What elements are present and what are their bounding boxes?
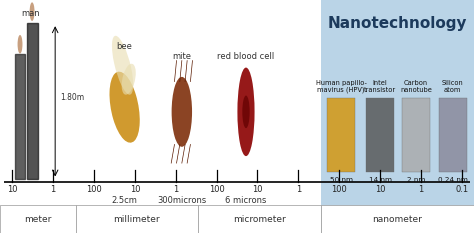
Text: Carbon
nanotube: Carbon nanotube — [400, 80, 432, 93]
Text: Intel
transistor: Intel transistor — [364, 80, 396, 93]
Bar — [198, 205, 321, 233]
Text: 14 nm: 14 nm — [368, 177, 392, 183]
Text: 0.24 nm: 0.24 nm — [438, 177, 468, 183]
Bar — [321, 0, 474, 233]
Text: bee: bee — [117, 42, 133, 51]
Bar — [0, 205, 75, 233]
Text: micrometer: micrometer — [233, 215, 286, 223]
Text: red blood cell: red blood cell — [218, 51, 274, 61]
Text: 50 nm: 50 nm — [330, 177, 353, 183]
Text: 2 nm: 2 nm — [407, 177, 425, 183]
Text: 1: 1 — [51, 185, 56, 194]
Text: 10: 10 — [375, 185, 385, 194]
Polygon shape — [27, 23, 37, 179]
Bar — [75, 205, 198, 233]
Ellipse shape — [242, 96, 250, 128]
Bar — [321, 205, 474, 233]
Ellipse shape — [122, 64, 136, 95]
Text: 1.80m: 1.80m — [60, 93, 84, 102]
Ellipse shape — [29, 2, 35, 21]
Text: Silicon
atom: Silicon atom — [442, 80, 464, 93]
Text: 0.1: 0.1 — [455, 185, 468, 194]
Bar — [328, 98, 355, 172]
Text: 1: 1 — [296, 185, 301, 194]
Text: mite: mite — [173, 51, 191, 61]
Text: nanometer: nanometer — [373, 215, 422, 223]
Text: 10: 10 — [252, 185, 263, 194]
Bar — [366, 98, 394, 172]
Text: 100: 100 — [86, 185, 102, 194]
Text: meter: meter — [24, 215, 52, 223]
Text: 300microns: 300microns — [157, 196, 207, 205]
Ellipse shape — [237, 68, 255, 156]
Text: Nanotechnology: Nanotechnology — [328, 16, 467, 31]
Text: 10: 10 — [129, 185, 140, 194]
Text: 1: 1 — [173, 185, 178, 194]
Text: man: man — [21, 9, 40, 18]
Bar — [14, 21, 49, 179]
Polygon shape — [15, 54, 25, 179]
Ellipse shape — [18, 35, 22, 54]
Text: 100: 100 — [331, 185, 347, 194]
Text: millimeter: millimeter — [114, 215, 160, 223]
Text: 10: 10 — [7, 185, 18, 194]
Ellipse shape — [172, 77, 192, 147]
Text: 1: 1 — [418, 185, 423, 194]
Text: 100: 100 — [209, 185, 225, 194]
Text: Human papillo-
mavirus (HPV): Human papillo- mavirus (HPV) — [316, 80, 366, 93]
Ellipse shape — [112, 36, 133, 95]
Text: 2.5cm: 2.5cm — [112, 196, 137, 205]
Bar — [439, 98, 466, 172]
Ellipse shape — [109, 72, 140, 143]
Bar — [402, 98, 430, 172]
Text: 6 microns: 6 microns — [225, 196, 267, 205]
